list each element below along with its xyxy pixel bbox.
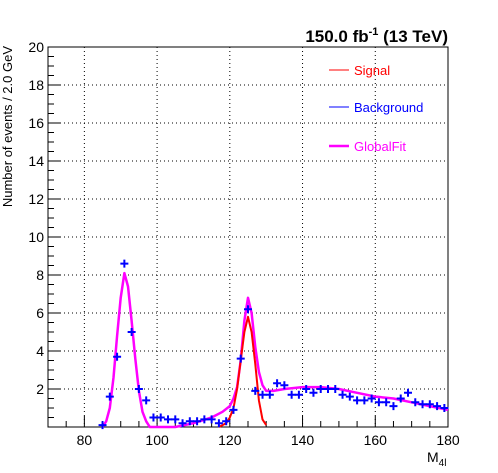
data-point (440, 404, 449, 412)
data-point (113, 352, 122, 361)
x-tick-label: 180 (436, 432, 460, 448)
y-tick-label: 4 (36, 343, 44, 359)
legend: Signal Background GlobalFit (329, 63, 423, 154)
data-point (236, 354, 245, 363)
x-axis-title: M4l (427, 449, 446, 469)
lumi-main: 150.0 fb (305, 27, 368, 46)
data-point (164, 415, 172, 424)
axis-ticks: 80 100 120 140 160 180 2 4 6 8 10 12 14 16 18 20 (28, 39, 459, 448)
x-tick-label: 80 (77, 432, 93, 448)
data-point (345, 392, 354, 401)
y-axis-title: Number of events / 2.0 GeV (0, 46, 15, 207)
data-point (244, 305, 252, 314)
globalfit-curve (101, 271, 449, 429)
data-point (214, 419, 223, 428)
data-point (178, 419, 187, 428)
data-point (389, 402, 398, 411)
legend-label-signal: Signal (354, 63, 390, 78)
lumi-sup: -1 (369, 26, 379, 38)
x-tick-label: 160 (364, 432, 388, 448)
background-points (98, 259, 449, 430)
lumi-label: 150.0 fb-1 (13 TeV) (305, 26, 448, 46)
data-point (207, 415, 216, 424)
data-point (367, 394, 376, 403)
data-point (294, 390, 303, 399)
data-point (222, 417, 231, 426)
data-point (287, 390, 296, 399)
data-point (185, 417, 194, 426)
data-point (316, 385, 325, 393)
y-tick-label: 6 (36, 305, 44, 321)
data-point (156, 413, 165, 422)
data-point (374, 398, 383, 407)
x-tick-label: 100 (145, 432, 169, 448)
x-tick-label: 140 (291, 432, 315, 448)
data-point (120, 259, 129, 268)
data-point (127, 328, 136, 336)
data-point (258, 390, 267, 399)
data-point (171, 415, 180, 424)
data-point (309, 388, 318, 397)
data-point (280, 381, 289, 390)
y-tick-label: 14 (28, 153, 44, 169)
legend-label-globalfit: GlobalFit (354, 139, 406, 154)
data-point (142, 396, 151, 405)
y-tick-label: 12 (28, 191, 44, 207)
x-tick-label: 120 (218, 432, 242, 448)
y-tick-label: 20 (28, 39, 44, 55)
data-point (98, 421, 107, 430)
y-tick-label: 18 (28, 77, 44, 93)
y-tick-label: 16 (28, 115, 44, 131)
data-point (331, 385, 340, 393)
data-point (353, 396, 362, 405)
data-point (382, 398, 391, 407)
data-point (404, 388, 412, 397)
data-point (396, 394, 405, 403)
data-point (273, 379, 282, 388)
x-axis-title-sub: 4l (439, 458, 447, 469)
data-point (105, 392, 114, 401)
data-point (200, 415, 209, 424)
legend-label-background: Background (354, 100, 423, 115)
y-tick-label: 8 (36, 267, 44, 283)
y-tick-label: 10 (28, 229, 44, 245)
series-layer (98, 259, 449, 430)
data-point (251, 386, 260, 395)
data-point (149, 413, 158, 422)
data-point (324, 385, 332, 393)
data-point (193, 417, 202, 426)
data-point (433, 402, 442, 411)
data-point (411, 398, 420, 407)
y-tick-label: 2 (36, 381, 44, 397)
x-axis-title-main: M (427, 449, 439, 465)
data-point (338, 390, 347, 399)
lumi-tail: (13 TeV) (378, 27, 448, 46)
data-point (265, 390, 274, 399)
data-point (134, 385, 143, 393)
data-point (360, 396, 369, 405)
data-point (418, 400, 427, 409)
data-point (229, 405, 238, 414)
data-point (425, 400, 434, 409)
data-point (302, 385, 311, 393)
